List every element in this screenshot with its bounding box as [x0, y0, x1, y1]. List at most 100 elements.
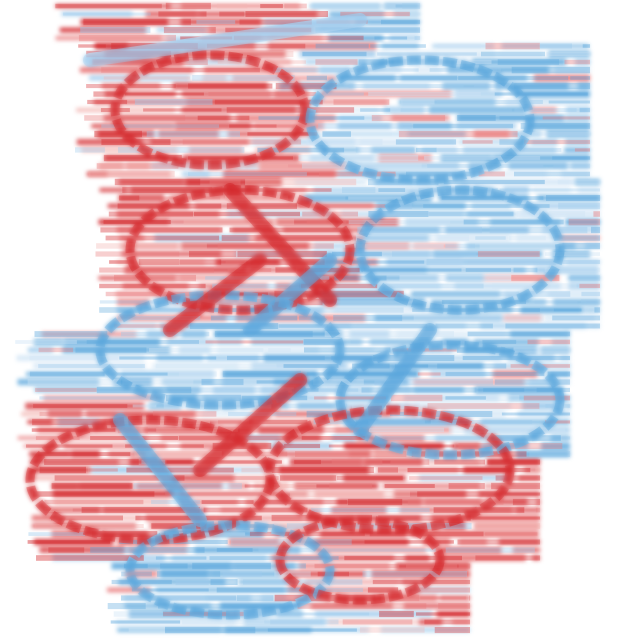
- stripe-segment: [141, 196, 221, 200]
- stripe-segment: [376, 468, 459, 472]
- stripe-segment: [368, 211, 429, 217]
- stripe-segment: [431, 300, 547, 304]
- stripe-segment: [221, 235, 351, 241]
- stripe-segment: [214, 99, 323, 105]
- stripe-segment: [333, 315, 403, 322]
- stripe-segment: [198, 12, 318, 16]
- stripe-segment: [204, 596, 252, 600]
- stripe-segment: [258, 427, 324, 433]
- stripe-segment: [412, 244, 459, 248]
- stripe-segment: [190, 404, 289, 408]
- stripe-segment: [404, 219, 479, 225]
- stripe-segment: [212, 283, 299, 289]
- stripe-segment: [355, 147, 415, 153]
- stripe-segment: [192, 387, 294, 393]
- stripe-segment: [379, 610, 414, 618]
- stripe-segment: [110, 620, 181, 624]
- ring-stroke: [305, 55, 535, 185]
- stripe-segment: [259, 163, 346, 169]
- stripe-segment: [295, 451, 407, 457]
- stripe-segment: [115, 619, 236, 625]
- stripe-segment: [569, 363, 570, 369]
- stripe-segment: [150, 140, 249, 144]
- stripe-segment: [319, 66, 351, 74]
- stripe-segment: [547, 291, 600, 297]
- stripe-segment: [246, 435, 281, 441]
- stripe-segment: [225, 195, 289, 201]
- stripe-segment: [332, 348, 375, 352]
- stripe-segment: [290, 490, 410, 497]
- stripe-segment: [565, 140, 590, 145]
- stripe-segment: [103, 220, 171, 225]
- stripe-segment: [412, 308, 540, 312]
- stripe-segment: [304, 60, 368, 64]
- stripe-segment: [462, 140, 493, 144]
- stripe-segment: [484, 484, 540, 488]
- stripe-segment: [444, 410, 506, 418]
- stripe-segment: [157, 571, 221, 577]
- stripe-segment: [489, 226, 588, 234]
- stripe-segment: [190, 476, 279, 480]
- stripe-segment: [370, 44, 426, 48]
- stripe-segment: [495, 475, 540, 481]
- stripe-segment: [189, 250, 237, 258]
- stripe-segment: [297, 108, 379, 112]
- stripe-segment: [313, 547, 427, 553]
- stripe-segment: [33, 491, 155, 497]
- stripe-segment: [413, 123, 513, 129]
- stripe-segment: [555, 66, 590, 74]
- stripe-segment: [458, 76, 569, 81]
- stripe-segment: [478, 171, 505, 177]
- stripe-segment: [357, 67, 402, 73]
- ring-stroke: [355, 185, 565, 315]
- stripe-segment: [436, 100, 543, 104]
- stripe-segment: [182, 171, 210, 177]
- stripe-segment: [445, 275, 484, 281]
- stripe-segment: [420, 596, 466, 600]
- stripe-segment: [351, 132, 392, 136]
- ring-stroke: [110, 50, 310, 170]
- stripe-segment: [583, 306, 600, 314]
- stripe-segment: [86, 84, 176, 89]
- stripe-segment: [508, 355, 555, 361]
- stripe-segment: [44, 507, 73, 512]
- stripe-segment: [34, 524, 144, 528]
- swoosh-stroke: [83, 13, 367, 67]
- stripe-segment: [165, 626, 256, 634]
- stripe-segment: [86, 340, 199, 344]
- stripe-segment: [214, 330, 313, 338]
- stripe-segment: [564, 331, 570, 337]
- stripe-segment: [296, 595, 323, 601]
- stripe-segment: [94, 42, 129, 50]
- stripe-segment: [237, 250, 327, 258]
- stripe-segment: [143, 427, 252, 433]
- stripe-segment: [283, 364, 339, 368]
- ring-stroke: [125, 185, 355, 315]
- stripe-segment: [17, 378, 100, 386]
- stripe-segment: [247, 132, 318, 136]
- stripe-segment: [228, 539, 280, 545]
- stripe-segment: [300, 298, 323, 306]
- stripe-segment: [541, 442, 570, 450]
- stripe-segment: [146, 131, 240, 137]
- stripe-segment: [227, 132, 310, 136]
- stripe-segment: [216, 340, 243, 344]
- stripe-segment: [324, 331, 454, 337]
- stripe-segment: [321, 91, 452, 97]
- stripe-segment: [163, 611, 244, 617]
- stripe-segment: [249, 531, 365, 537]
- stripe-segment: [244, 619, 326, 625]
- stripe-segment: [29, 467, 91, 473]
- stripe-segment: [186, 60, 253, 64]
- stripe-segment: [575, 59, 590, 65]
- stripe-segment: [274, 290, 404, 298]
- stripe-segment: [33, 363, 146, 369]
- stripe-segment: [515, 508, 540, 512]
- stripe-segment: [331, 435, 356, 441]
- stripe-segment: [279, 475, 337, 481]
- ring-stroke: [305, 55, 535, 185]
- stripe-segment: [222, 371, 318, 377]
- stripe-segment: [317, 571, 349, 577]
- stripe-segment: [39, 396, 156, 400]
- stripe-segment: [337, 171, 466, 177]
